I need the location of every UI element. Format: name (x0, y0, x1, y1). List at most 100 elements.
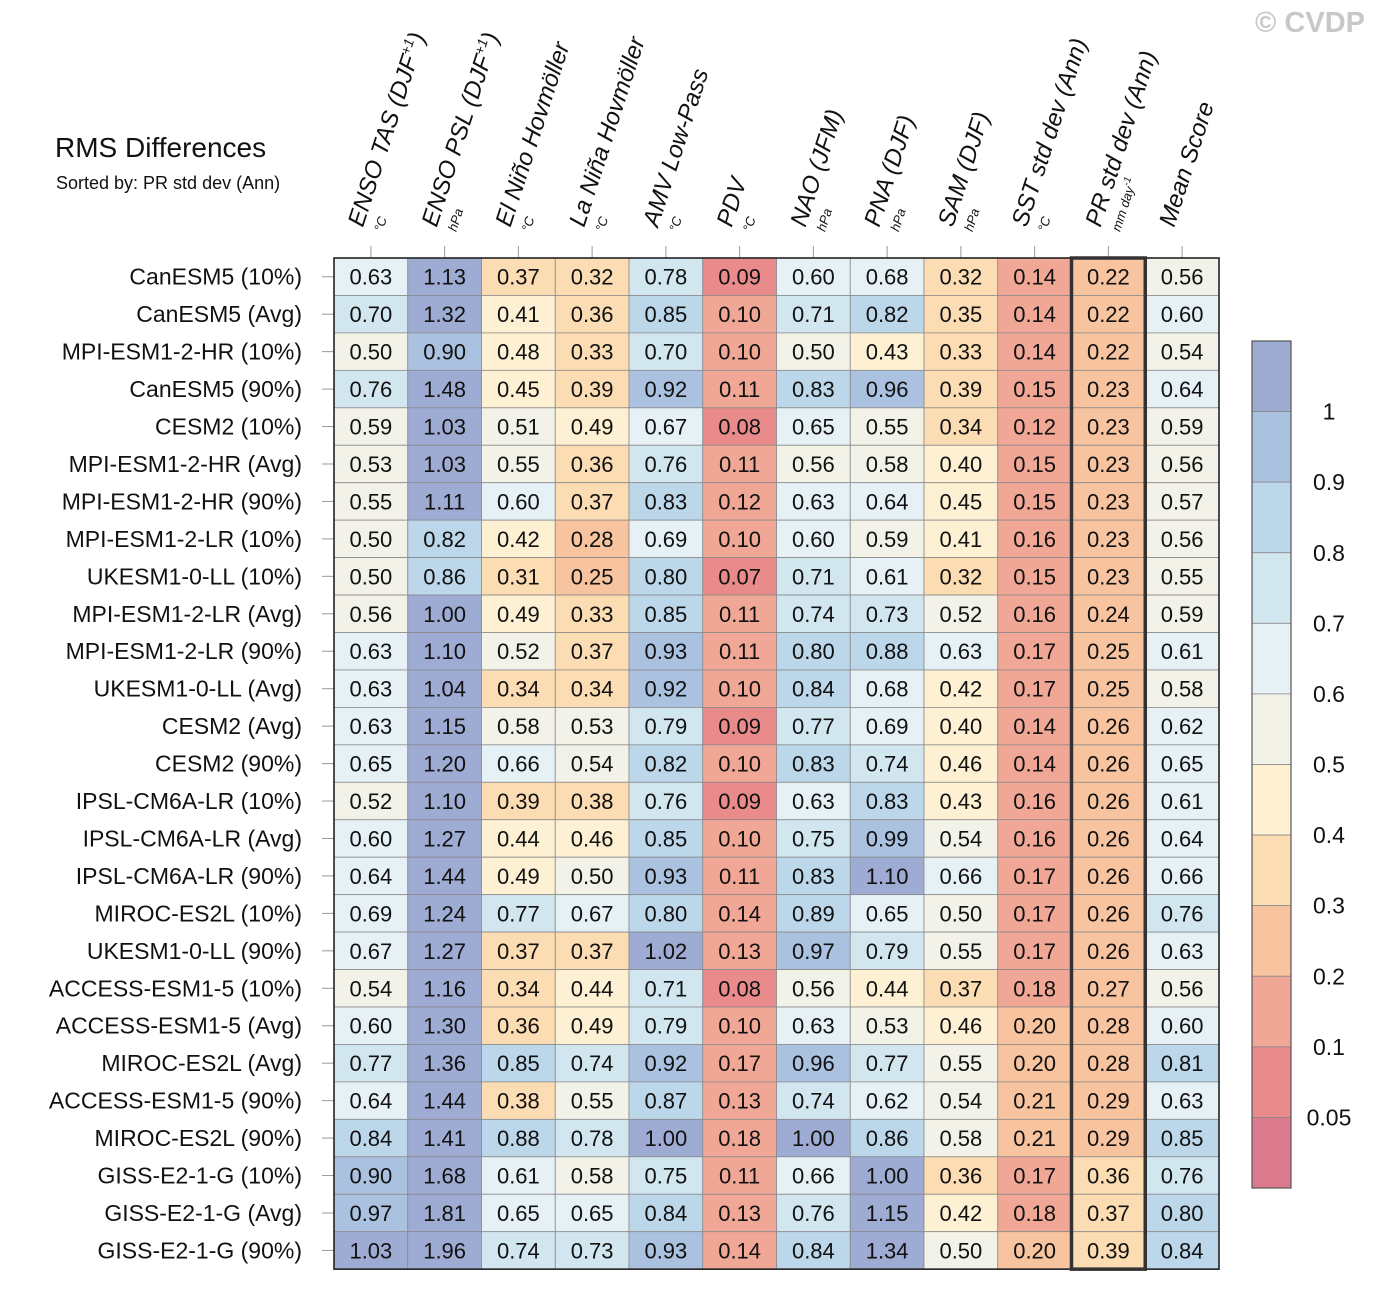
cell-value: 0.37 (1087, 1201, 1130, 1226)
cell-value: 0.58 (939, 1126, 982, 1151)
heatmap-cell (997, 931, 1072, 970)
column-label: ENSO PSL (DJF+1) (416, 29, 505, 230)
heatmap-cell (702, 669, 777, 708)
cell-value: 0.37 (571, 639, 614, 664)
cell-value: 0.13 (718, 939, 761, 964)
row-label: ACCESS-ESM1-5 (90%) (49, 1088, 302, 1114)
heatmap-cell (628, 1006, 704, 1045)
heatmap-cell (1071, 1081, 1146, 1120)
row-label: MPI-ESM1-2-HR (90%) (62, 488, 302, 514)
colorbar-segment (1251, 905, 1292, 977)
cell-value: 0.12 (718, 489, 761, 514)
heatmap-cell (923, 707, 999, 746)
cell-value: 0.85 (644, 826, 687, 851)
colorbar-label: 0.2 (1313, 963, 1345, 989)
cell-value: 0.74 (571, 1051, 614, 1076)
cell-value: 0.80 (792, 639, 835, 664)
cell-value: 0.43 (939, 789, 982, 814)
colorbar-label: 0.05 (1307, 1104, 1352, 1130)
heatmap-cell (481, 931, 556, 970)
heatmap-cell (554, 856, 630, 896)
cell-value: 0.25 (1087, 677, 1130, 702)
cell-value: 0.55 (939, 939, 982, 964)
heatmap-cell (776, 444, 851, 484)
cell-value: 0.37 (497, 939, 540, 964)
heatmap-cell (407, 1156, 482, 1195)
row-label: CESM2 (Avg) (162, 713, 302, 739)
heatmap-cell (702, 407, 777, 446)
cell-value: 0.31 (497, 564, 540, 589)
cell-value: 0.17 (1013, 639, 1056, 664)
cell-value: 0.14 (1013, 714, 1056, 739)
heatmap-cell (776, 1156, 851, 1195)
heatmap-cell (997, 295, 1072, 334)
heatmap-cell (1144, 557, 1220, 596)
heatmap-cell (554, 669, 630, 708)
heatmap-cell (997, 781, 1072, 821)
heatmap-cell (554, 781, 630, 821)
cell-value: 0.70 (644, 340, 687, 365)
heatmap-cell (1071, 1231, 1146, 1270)
heatmap-cell (481, 669, 556, 708)
heatmap-cell (628, 594, 704, 633)
cell-value: 0.66 (792, 1164, 835, 1189)
cell-value: 0.49 (497, 602, 540, 627)
cell-value: 0.58 (866, 452, 909, 477)
cell-value: 0.63 (349, 639, 392, 664)
cell-value: 0.17 (1013, 1164, 1056, 1189)
cell-value: 0.63 (349, 265, 392, 290)
heatmap-cell (554, 969, 630, 1008)
row-label: MPI-ESM1-2-LR (90%) (66, 638, 302, 664)
cell-value: 0.10 (718, 752, 761, 777)
cell-value: 0.93 (644, 639, 687, 664)
column-label: AMV Low-Pass (637, 65, 714, 231)
cell-value: 0.08 (718, 415, 761, 440)
colorbar-segment (1251, 975, 1292, 1048)
cell-value: 0.29 (1087, 1126, 1130, 1151)
cell-value: 0.56 (792, 976, 835, 1001)
cell-value: 0.97 (349, 1201, 392, 1226)
cell-value: 0.77 (792, 714, 835, 739)
cell-value: 0.42 (939, 677, 982, 702)
cell-value: 0.17 (1013, 901, 1056, 926)
heatmap-cell (333, 894, 409, 933)
heatmap-cell (554, 557, 630, 596)
column-header: NAO (JFM)hPa (785, 106, 848, 233)
heatmap-cell (1144, 1081, 1220, 1120)
cell-value: 0.59 (349, 415, 392, 440)
cell-value: 0.67 (571, 901, 614, 926)
chart-title: RMS Differences (55, 132, 266, 163)
heatmap-cell (702, 1044, 777, 1083)
colorbar-segment (1251, 764, 1292, 836)
heatmap-cell (628, 369, 704, 409)
cell-value: 0.75 (644, 1164, 687, 1189)
cell-value: 0.85 (1161, 1126, 1204, 1151)
heatmap-cell (776, 969, 851, 1008)
heatmap-cell (1144, 707, 1220, 746)
cell-value: 0.68 (866, 677, 909, 702)
cell-value: 0.96 (792, 1051, 835, 1076)
heatmap-cell (997, 257, 1072, 296)
row-label: MIROC-ES2L (Avg) (101, 1050, 302, 1076)
cell-value: 1.04 (423, 677, 466, 702)
cell-value: 0.37 (571, 939, 614, 964)
cell-value: 0.57 (1161, 489, 1204, 514)
heatmap-cell (997, 707, 1072, 746)
cell-value: 0.23 (1087, 527, 1130, 552)
heatmap-cell (702, 931, 777, 970)
cell-value: 0.18 (1013, 1201, 1056, 1226)
cell-value: 0.54 (1161, 340, 1204, 365)
heatmap-cell (923, 781, 999, 821)
cell-value: 0.76 (1161, 901, 1204, 926)
cell-value: 0.60 (1161, 1014, 1204, 1039)
cell-value: 0.55 (1161, 564, 1204, 589)
cell-value: 0.22 (1087, 265, 1130, 290)
cell-value: 0.46 (939, 752, 982, 777)
row-label: UKESM1-0-LL (Avg) (94, 676, 302, 702)
column-label: El Niño Hovmöller (490, 38, 575, 230)
colorbar-label: 0.4 (1313, 822, 1345, 848)
cell-value: 0.69 (349, 901, 392, 926)
heatmap-cells: 0.63 1.13 0.37 0.32 0.78 0.09 0.60 0.68 0.32 0.14… (333, 257, 1220, 1270)
heatmap-cell (776, 1006, 851, 1045)
